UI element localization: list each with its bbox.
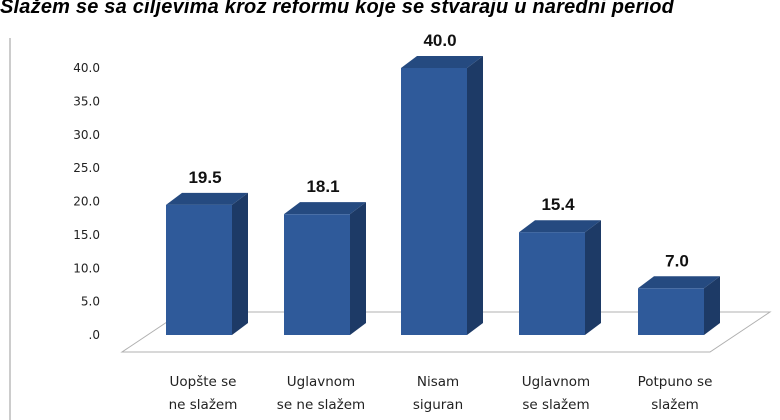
bar-front — [401, 68, 467, 335]
y-tick-label: .0 — [89, 328, 100, 342]
y-tick-label: 15.0 — [73, 228, 100, 242]
bar-side — [585, 220, 601, 335]
bars — [166, 56, 720, 335]
category-label: Potpuno se slažem — [638, 374, 713, 413]
bar-front — [638, 288, 704, 335]
data-label: 15.4 — [541, 195, 575, 214]
bar-top — [166, 192, 248, 205]
data-label: 18.1 — [306, 177, 339, 196]
bar-side — [232, 192, 248, 335]
data-label: 40.0 — [423, 31, 456, 50]
bar-1 — [166, 192, 248, 335]
chart-title: Slažem se sa ciljevima kroz reformu koje… — [0, 0, 675, 18]
bar-5 — [638, 276, 720, 335]
bar-front — [284, 214, 350, 335]
bar-front — [166, 204, 232, 335]
bar-front — [519, 232, 585, 335]
y-tick-label: 35.0 — [73, 94, 100, 108]
category-label: Uglavnom se slažem — [522, 374, 590, 413]
bar-4 — [519, 220, 601, 335]
bar-top — [638, 276, 720, 289]
y-tick-label: 30.0 — [73, 128, 100, 142]
y-axis: .0 5.0 10.0 15.0 20.0 25.0 30.0 35.0 40.0 — [73, 61, 100, 342]
bar-top — [401, 56, 483, 68]
y-tick-label: 25.0 — [73, 161, 100, 175]
bar-side — [704, 276, 720, 335]
data-label: 7.0 — [665, 251, 689, 270]
category-label: Uglavnom se ne slažem — [277, 374, 365, 413]
category-label: Nisam siguran — [413, 374, 463, 413]
bar-side — [467, 56, 483, 335]
bar-3 — [401, 56, 483, 335]
bar-side — [350, 202, 366, 335]
bar-2 — [284, 202, 366, 335]
category-label: Uopšte se ne slažem — [169, 374, 238, 413]
x-axis: Uopšte se ne slažem Uglavnom se ne slažem Ni… — [169, 374, 713, 413]
bar-top — [519, 220, 601, 233]
bar-top — [284, 202, 366, 215]
y-tick-label: 40.0 — [73, 61, 100, 75]
data-label: 19.5 — [188, 168, 221, 187]
y-tick-label: 20.0 — [73, 195, 100, 209]
data-labels: 19.5 18.1 40.0 15.4 7.0 — [188, 31, 688, 270]
y-tick-label: 10.0 — [73, 261, 100, 275]
y-tick-label: 5.0 — [81, 295, 100, 309]
